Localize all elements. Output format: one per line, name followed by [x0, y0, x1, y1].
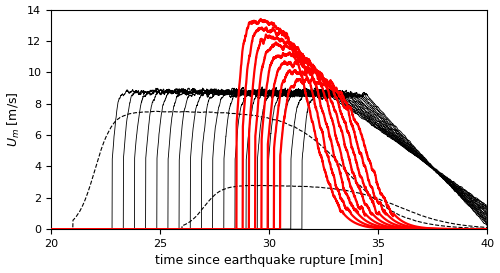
X-axis label: time since earthquake rupture [min]: time since earthquake rupture [min]	[155, 254, 383, 268]
Y-axis label: $U_m$ [m/s]: $U_m$ [m/s]	[6, 91, 22, 147]
